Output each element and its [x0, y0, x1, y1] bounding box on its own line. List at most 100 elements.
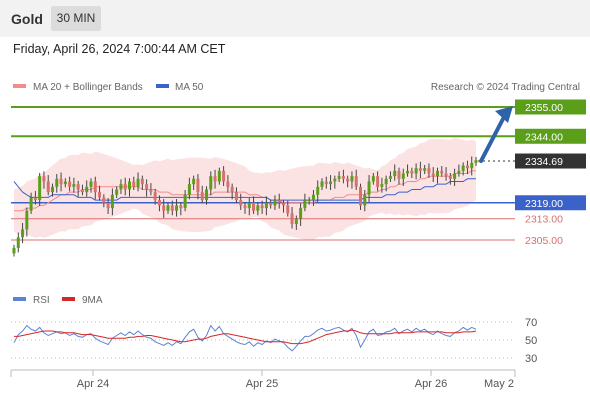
rsi-tick-30: 30: [525, 353, 537, 365]
candle-body: [209, 176, 213, 190]
level-tag-bg-2334.69: [515, 153, 586, 169]
candle-body: [217, 170, 221, 182]
candle-body: [431, 173, 435, 177]
candle-body: [123, 184, 127, 190]
candle-body: [367, 181, 371, 195]
rsi-ma-legend-swatch: [62, 297, 75, 301]
candle-body: [200, 192, 204, 201]
rsi-tick-70: 70: [525, 317, 537, 329]
candle-body: [384, 178, 388, 185]
candle-body: [307, 200, 311, 202]
candle-body: [303, 200, 307, 209]
candle-body: [324, 181, 328, 185]
projection-arrow-shaft: [479, 115, 506, 164]
rsi-ma-legend-label: 9MA: [82, 295, 103, 306]
candle-body: [119, 184, 123, 190]
candle-body: [76, 184, 80, 190]
candle-body: [273, 200, 277, 206]
candle-body: [418, 168, 422, 171]
ma20-legend-label: MA 20 + Bollinger Bands: [33, 82, 143, 93]
timeframe-badge[interactable]: 30 MIN: [51, 6, 101, 31]
level-tags: 2355.00 2344.00 2334.69 2319.00 2313.00 2305.…: [515, 99, 586, 247]
level-tag-bg-2319.00: [515, 195, 586, 211]
level-tag-2355.00: 2355.00: [525, 102, 563, 114]
candle-body: [465, 165, 469, 169]
candle-body: [397, 170, 401, 179]
candle-body: [46, 181, 50, 193]
candle-body: [393, 170, 397, 177]
candle-body: [234, 192, 238, 201]
candle-body: [329, 181, 333, 185]
candle-body: [448, 176, 452, 179]
candle-body: [55, 178, 59, 187]
candle-body: [299, 208, 303, 219]
bollinger-band-area: [14, 137, 476, 240]
candle-body: [145, 184, 149, 190]
candle-body: [243, 205, 247, 209]
candle-body: [21, 229, 25, 238]
candle-body: [363, 194, 367, 206]
candle-body: [106, 202, 110, 209]
projection: [479, 106, 513, 164]
candle-body: [341, 176, 345, 179]
candle-body: [196, 178, 200, 193]
rsi-line: [13, 324, 477, 352]
candle-body: [444, 173, 448, 177]
candle-body: [42, 176, 46, 182]
candle-body: [256, 205, 260, 211]
candle-body: [183, 194, 187, 209]
candle-body: [461, 165, 465, 171]
x-tick-label-1: Apr 25: [246, 378, 278, 390]
level-label-2305.00: 2305.00: [525, 235, 563, 247]
candle-body: [230, 186, 234, 193]
candle-body: [213, 176, 217, 182]
candle-body: [286, 205, 290, 214]
candle-body: [149, 189, 153, 193]
candle-body: [222, 170, 226, 182]
candle-body: [175, 205, 179, 211]
candle-body: [457, 170, 461, 174]
candle-body: [170, 205, 174, 211]
level-tag-2334.69: 2334.69: [525, 156, 563, 168]
candle-body: [423, 168, 427, 171]
candle-body: [98, 192, 102, 198]
candle-body: [359, 186, 362, 206]
candle-body: [153, 192, 157, 201]
candle-body: [89, 181, 93, 187]
rsi-legend-label: RSI: [33, 295, 50, 306]
candle-body: [192, 178, 196, 185]
level-tag-bg-2355.00: [515, 99, 586, 115]
candle-body: [380, 184, 384, 187]
candle-body: [29, 197, 33, 211]
candle-body: [247, 202, 251, 209]
candle-body: [33, 197, 37, 201]
candle-body: [453, 173, 457, 179]
candle-body: [16, 237, 20, 248]
candle-body: [239, 200, 243, 206]
candle-body: [436, 170, 439, 177]
candle-body: [346, 178, 350, 182]
candle-body: [12, 247, 16, 254]
rsi-legend-swatch: [13, 297, 26, 301]
candle-body: [115, 189, 119, 195]
report-datetime: Friday, April 26, 2024 7:00:44 AM CET: [13, 42, 226, 56]
ma50-legend-swatch: [156, 84, 169, 88]
x-tick-label-3: May 2: [484, 378, 514, 390]
candle-body: [401, 173, 405, 179]
candle-body: [269, 202, 273, 206]
level-label-2313.00: 2313.00: [525, 214, 563, 226]
x-tick-label-0: Apr 24: [77, 378, 109, 390]
candle-body: [440, 170, 444, 174]
candle-body: [63, 181, 67, 185]
candle-body: [80, 189, 84, 193]
candle-body: [264, 202, 268, 209]
candle-body: [68, 181, 72, 187]
candle-body: [25, 210, 29, 230]
candle-body: [316, 186, 320, 195]
candle-body: [226, 181, 230, 187]
candle-body: [162, 205, 166, 211]
candle-body: [427, 168, 431, 174]
candle-body: [406, 170, 410, 174]
candle-body: [179, 205, 183, 209]
